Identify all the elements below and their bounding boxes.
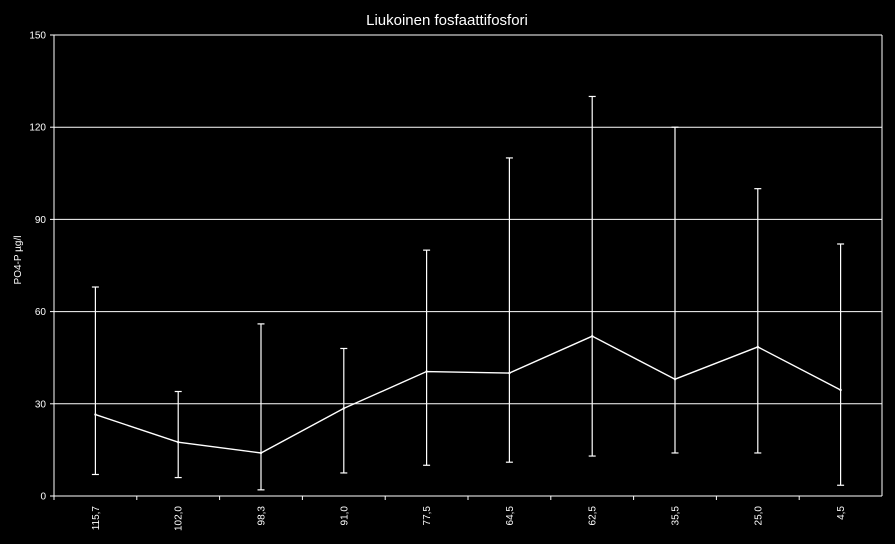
y-tick-label: 120	[29, 123, 46, 134]
x-tick-label: 4,5	[836, 506, 847, 520]
x-tick-label: 62,5	[588, 506, 599, 526]
x-tick-label: 91,0	[339, 506, 350, 526]
x-tick-label: 115,7	[91, 506, 102, 531]
y-tick-label: 0	[40, 492, 46, 503]
y-tick-label: 150	[29, 31, 46, 42]
x-tick-label: 102,0	[174, 506, 185, 531]
series-line	[95, 335, 841, 454]
grid-layer	[54, 34, 882, 405]
series-layer	[94, 334, 842, 455]
x-tick-label: 35,5	[671, 506, 682, 526]
x-tick-label: 64,5	[505, 506, 516, 526]
y-axis-label: PO4-P µg/l	[13, 236, 24, 285]
y-tick-label: 30	[35, 399, 47, 410]
chart-title: Liukoinen fosfaattifosfori	[366, 12, 528, 29]
x-tick-label: 98,3	[257, 506, 268, 526]
errorbar-layer	[91, 95, 845, 491]
x-tick-label: 77,5	[422, 506, 433, 526]
x-tick-label: 25,0	[753, 506, 764, 526]
y-tick-label: 90	[35, 215, 47, 226]
label-layer: 0 30 60 90 120 150 115,7 102,0 98,3 91,0 77,5 64,5 6…	[29, 31, 847, 532]
axis-layer	[50, 34, 883, 500]
y-tick-label: 60	[35, 307, 47, 318]
